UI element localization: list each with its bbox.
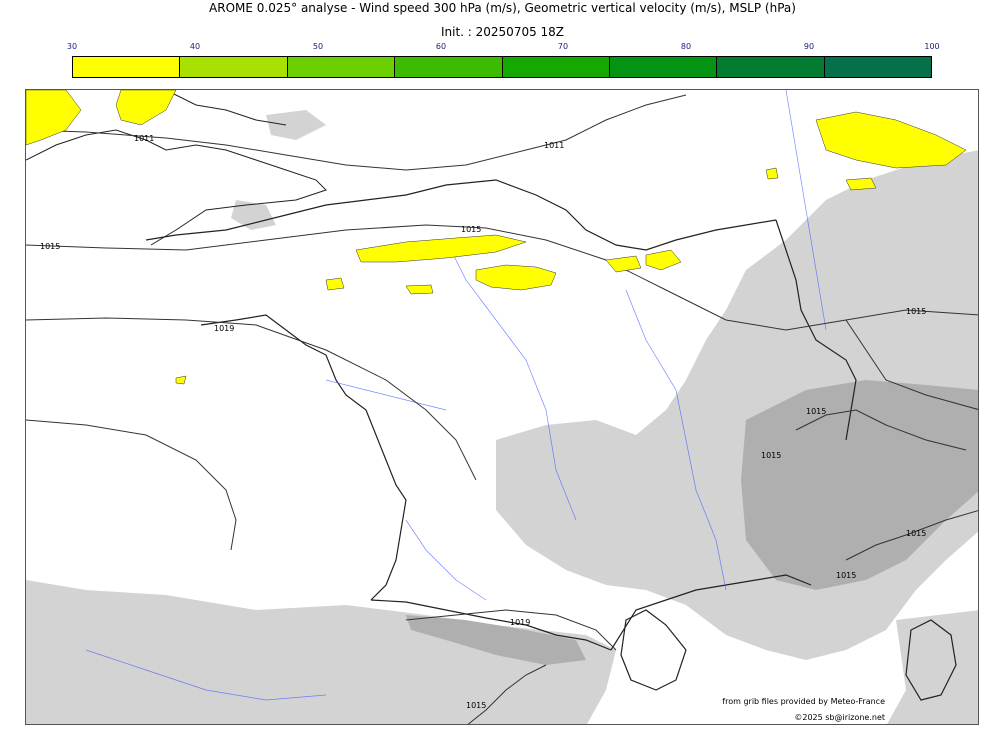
colorbar-tick: 50 [312,42,324,51]
data-source-credit: from grib files provided by Meteo-France [722,697,885,706]
wind-speed-areas [26,90,967,385]
colorbar-ticks: 30 40 50 60 70 80 90 100 [67,42,940,54]
colorbar-tick: 70 [557,42,569,51]
isobars [26,94,978,724]
isobar-label: 1015 [40,242,60,251]
isobar-label: 1019 [510,618,530,627]
isobar-label: 1015 [466,701,486,710]
colorbar-tick: 40 [189,42,201,51]
copyright-credit: ©2025 sb@irizone.net [794,713,885,722]
mountain-shading [406,380,978,665]
colorbar [72,56,932,78]
weather-map[interactable]: 1011 1011 1015 1015 1019 1015 1015 1019 … [25,89,979,725]
rivers [85,90,827,701]
colorbar-segment [287,57,396,77]
isobar-label: 1015 [906,307,926,316]
isobar-label: 1015 [761,451,781,460]
colorbar-tick: 30 [66,42,78,51]
map-canvas: 1011 1011 1015 1015 1019 1015 1015 1019 … [26,90,978,724]
colorbar-tick: 100 [924,42,940,51]
isobar-label: 1015 [836,571,856,580]
colorbar-segment [717,57,825,77]
uk-coastline [26,90,327,246]
map-title: AROME 0.025° analyse - Wind speed 300 hP… [209,1,796,15]
colorbar-tick: 60 [435,42,447,51]
colorbar-segment [502,57,610,77]
colorbar-tick: 90 [803,42,815,51]
coastlines [145,179,957,701]
colorbar-tick: 80 [680,42,692,51]
isobar-label: 1019 [214,324,234,333]
isobar-label: 1011 [134,134,154,143]
colorbar-segment [609,57,718,77]
isobar-labels: 1011 1011 1015 1015 1019 1015 1015 1019 … [40,134,926,710]
colorbar-segment [180,57,288,77]
colorbar-segment [73,57,181,77]
colorbar-segment [395,57,503,77]
isobar-label: 1015 [906,529,926,538]
colorbar-segment [824,57,931,77]
isobar-label: 1015 [461,225,481,234]
init-time: Init. : 20250705 18Z [440,25,565,39]
isobar-label: 1011 [544,141,564,150]
isobar-label: 1015 [806,407,826,416]
